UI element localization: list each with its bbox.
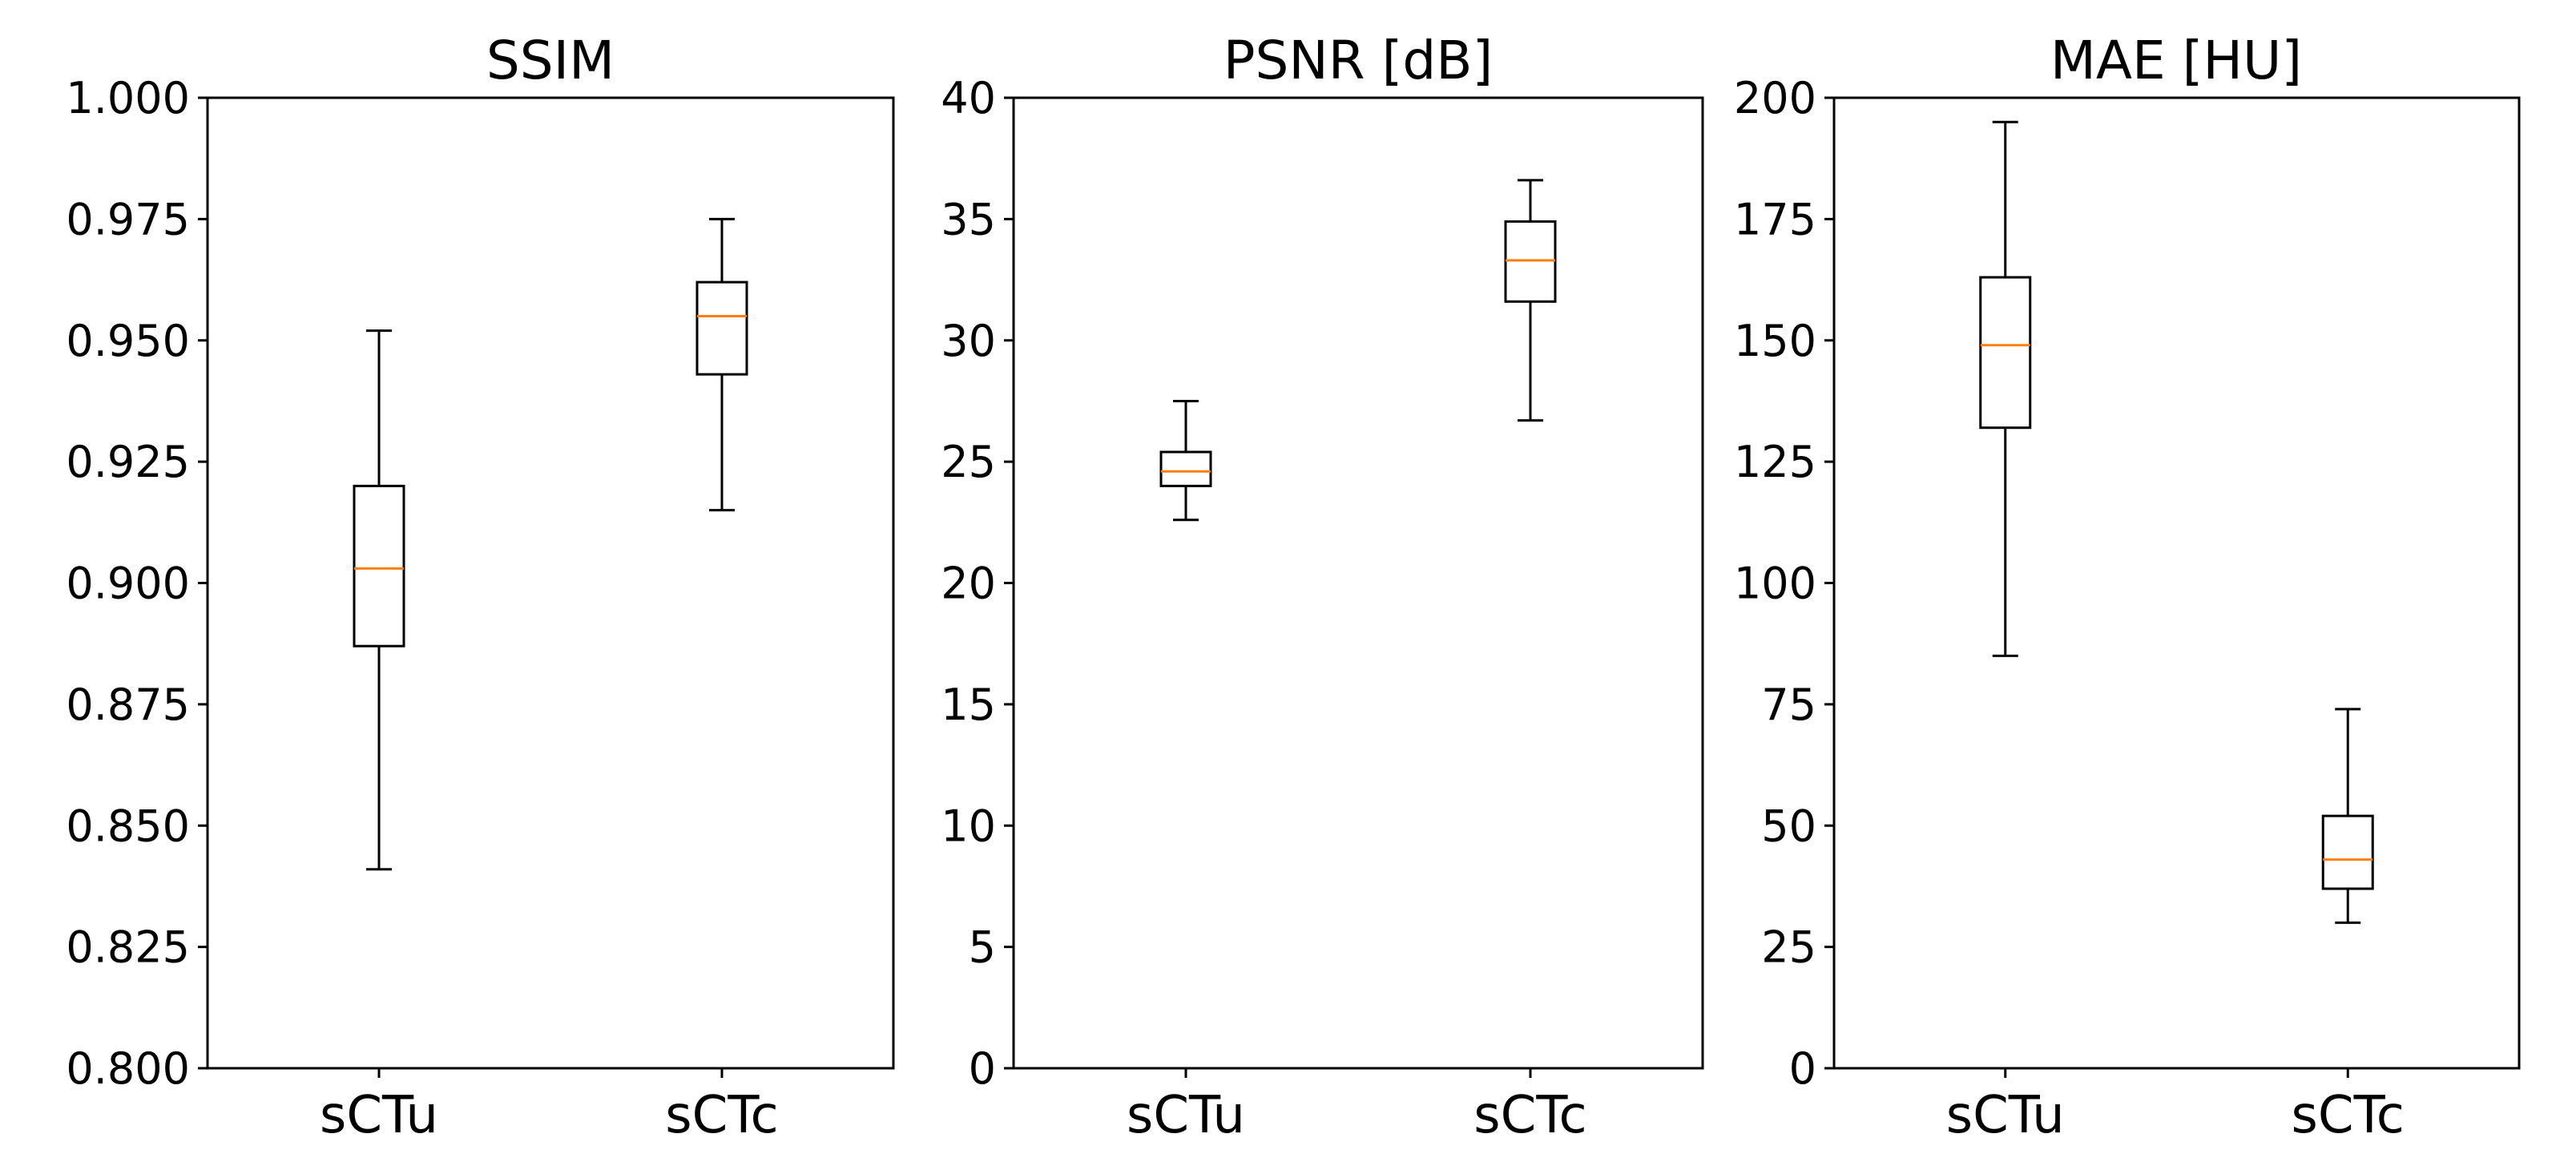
y-tick-label: 175 xyxy=(1734,194,1816,244)
y-tick-label: 0.925 xyxy=(66,437,190,487)
interquartile-box xyxy=(1979,276,2032,430)
x-axis-ticks: sCTu sCTc xyxy=(320,1068,779,1145)
interquartile-box xyxy=(353,484,405,648)
y-tick-label: 0.825 xyxy=(66,922,190,973)
y-tick-label: 0.800 xyxy=(66,1043,190,1094)
y-tick-label: 25 xyxy=(941,437,996,487)
y-tick-label: 100 xyxy=(1734,559,1816,609)
box-sCTu xyxy=(1159,399,1212,522)
y-tick-label: 200 xyxy=(1734,73,1816,123)
box-series xyxy=(1979,120,2374,924)
y-tick-label: 0.900 xyxy=(66,559,190,609)
y-tick-label: 15 xyxy=(941,680,996,730)
mae-panel: MAE [HU] 0 25 50 75 100 125 150 175 200 sCTu sCTc xyxy=(1734,30,2521,1145)
y-axis-ticks: 0 25 50 75 100 125 150 175 200 xyxy=(1734,73,1834,1094)
y-tick-label: 0 xyxy=(1789,1043,1816,1094)
panel-title: PSNR [dB] xyxy=(1223,30,1494,91)
box-sCTc xyxy=(695,217,748,512)
box-sCTu xyxy=(353,329,405,871)
box-sCTc xyxy=(2321,708,2374,924)
y-tick-label: 150 xyxy=(1734,316,1816,366)
x-tick-label: sCTc xyxy=(2292,1086,2405,1145)
interquartile-box xyxy=(2321,814,2374,890)
x-axis-ticks: sCTu sCTc xyxy=(1946,1068,2405,1145)
ssim-panel: SSIM 0.800 0.825 0.850 0.875 0.900 0.925 0.950… xyxy=(66,30,895,1145)
y-tick-label: 0.875 xyxy=(66,680,190,730)
x-tick-label: sCTu xyxy=(1946,1086,2065,1145)
x-tick-label: sCTu xyxy=(1127,1086,1245,1145)
y-axis-ticks: 0 5 10 15 20 25 30 35 40 xyxy=(941,73,1014,1094)
interquartile-box xyxy=(1159,450,1212,487)
y-tick-label: 40 xyxy=(941,73,996,123)
panel-title: MAE [HU] xyxy=(2050,30,2302,91)
y-tick-label: 0.850 xyxy=(66,801,190,851)
y-tick-label: 75 xyxy=(1761,680,1816,730)
box-sCTc xyxy=(1504,179,1557,422)
y-tick-label: 0.950 xyxy=(66,316,190,366)
y-tick-label: 1.000 xyxy=(66,73,190,123)
y-tick-label: 25 xyxy=(1761,922,1816,973)
y-tick-label: 10 xyxy=(941,801,996,851)
y-tick-label: 0.975 xyxy=(66,194,190,244)
y-tick-label: 5 xyxy=(969,922,996,973)
panel-title: SSIM xyxy=(486,30,615,91)
x-tick-label: sCTc xyxy=(1473,1086,1586,1145)
x-tick-label: sCTc xyxy=(665,1086,778,1145)
psnr-panel: PSNR [dB] 0 5 10 15 20 25 30 35 40 sCTu sCTc xyxy=(941,30,1704,1145)
y-tick-label: 0 xyxy=(969,1043,996,1094)
box-sCTu xyxy=(1979,120,2032,657)
y-tick-label: 35 xyxy=(941,194,996,244)
box-series xyxy=(353,217,748,871)
y-tick-label: 50 xyxy=(1761,801,1816,851)
y-tick-label: 20 xyxy=(941,559,996,609)
y-axis-ticks: 0.800 0.825 0.850 0.875 0.900 0.925 0.950 0.975… xyxy=(66,73,208,1094)
x-axis-ticks: sCTu sCTc xyxy=(1127,1068,1587,1145)
interquartile-box xyxy=(695,280,748,376)
box-series xyxy=(1159,179,1557,522)
x-tick-label: sCTu xyxy=(320,1086,438,1145)
y-tick-label: 125 xyxy=(1734,437,1816,487)
interquartile-box xyxy=(1504,220,1557,303)
y-tick-label: 30 xyxy=(941,316,996,366)
